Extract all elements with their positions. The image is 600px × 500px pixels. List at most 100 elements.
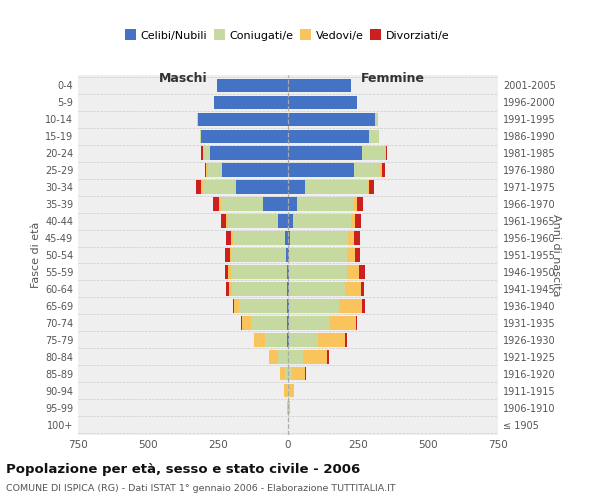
Bar	[356, 316, 358, 330]
Bar	[346, 334, 347, 346]
Bar	[345, 282, 361, 296]
Bar	[305, 180, 368, 194]
Bar	[330, 316, 356, 330]
Bar	[289, 401, 290, 414]
Bar	[289, 282, 345, 296]
Bar	[339, 300, 362, 312]
Y-axis label: Fasce di età: Fasce di età	[31, 222, 41, 288]
Bar	[278, 350, 288, 364]
Bar	[265, 334, 287, 346]
Bar	[228, 214, 278, 228]
Bar	[351, 214, 355, 228]
Bar	[225, 266, 229, 278]
Bar	[288, 248, 289, 262]
Bar	[213, 198, 220, 210]
Bar	[263, 198, 288, 210]
Bar	[289, 248, 347, 262]
Bar	[288, 214, 293, 228]
Bar	[327, 350, 329, 364]
Bar	[355, 198, 356, 210]
Bar	[287, 384, 288, 398]
Bar	[292, 367, 305, 380]
Text: Popolazione per età, sesso e stato civile - 2006: Popolazione per età, sesso e stato civil…	[6, 462, 360, 475]
Bar	[200, 130, 201, 143]
Bar	[220, 198, 221, 210]
Bar	[226, 282, 229, 296]
Bar	[355, 214, 361, 228]
Y-axis label: Anni di nascita: Anni di nascita	[551, 214, 561, 296]
Bar	[359, 266, 365, 278]
Bar	[382, 164, 385, 176]
Bar	[232, 232, 233, 244]
Bar	[231, 248, 286, 262]
Bar	[347, 248, 355, 262]
Bar	[284, 384, 287, 398]
Bar	[222, 164, 288, 176]
Bar	[284, 367, 288, 380]
Bar	[278, 214, 288, 228]
Bar	[204, 146, 209, 160]
Bar	[288, 130, 369, 143]
Bar	[201, 130, 288, 143]
Bar	[288, 384, 289, 398]
Bar	[226, 214, 228, 228]
Bar	[288, 198, 297, 210]
Text: Femmine: Femmine	[361, 72, 425, 85]
Bar	[206, 164, 208, 176]
Bar	[221, 198, 263, 210]
Bar	[288, 282, 289, 296]
Bar	[289, 300, 339, 312]
Bar	[203, 146, 204, 160]
Bar	[361, 282, 364, 296]
Bar	[288, 232, 290, 244]
Bar	[297, 198, 355, 210]
Bar	[288, 78, 351, 92]
Bar	[347, 266, 359, 278]
Bar	[242, 316, 251, 330]
Bar	[233, 300, 234, 312]
Bar	[226, 232, 232, 244]
Bar	[356, 198, 363, 210]
Bar	[289, 334, 318, 346]
Bar	[199, 112, 288, 126]
Bar	[234, 300, 239, 312]
Bar	[287, 266, 288, 278]
Bar	[385, 146, 386, 160]
Bar	[201, 146, 203, 160]
Bar	[229, 282, 232, 296]
Bar	[354, 164, 380, 176]
Bar	[380, 164, 382, 176]
Bar	[284, 232, 288, 244]
Bar	[368, 180, 369, 194]
Bar	[288, 266, 289, 278]
Bar	[288, 146, 362, 160]
Bar	[214, 96, 288, 109]
Bar	[197, 112, 199, 126]
Bar	[221, 214, 226, 228]
Bar	[203, 180, 236, 194]
Bar	[230, 266, 287, 278]
Bar	[289, 316, 330, 330]
Bar	[288, 164, 354, 176]
Bar	[232, 282, 287, 296]
Bar	[293, 214, 351, 228]
Bar	[288, 367, 292, 380]
Bar	[269, 350, 278, 364]
Bar	[241, 316, 242, 330]
Bar	[225, 248, 230, 262]
Bar	[254, 334, 265, 346]
Bar	[287, 300, 288, 312]
Bar	[375, 112, 377, 126]
Bar	[349, 232, 353, 244]
Bar	[286, 248, 288, 262]
Bar	[288, 96, 356, 109]
Bar	[208, 164, 222, 176]
Bar	[287, 282, 288, 296]
Text: Maschi: Maschi	[158, 72, 208, 85]
Bar	[304, 350, 327, 364]
Bar	[353, 232, 359, 244]
Bar	[362, 300, 365, 312]
Bar	[288, 401, 289, 414]
Bar	[236, 180, 288, 194]
Bar	[201, 180, 203, 194]
